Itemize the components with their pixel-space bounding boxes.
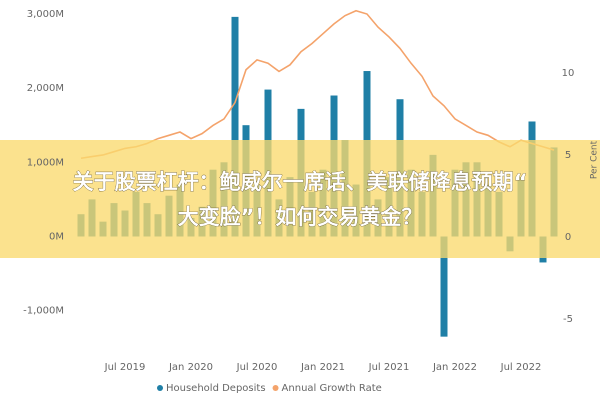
y-tick-label: 0M <box>49 231 64 242</box>
x-tick-label: Jul 2021 <box>368 362 410 373</box>
banner-headline: 关于股票杠杆：鲍威尔一席话、美联储降息预期“ <box>73 170 528 194</box>
growth-line <box>80 9 555 160</box>
x-tick-label: Jan 2020 <box>168 362 213 373</box>
y-tick-label: 1,000M <box>27 157 64 168</box>
y2-axis-label: Per Cent <box>590 140 600 179</box>
y2-tick-label: 5 <box>565 150 571 161</box>
y2-tick-label: 10 <box>562 68 575 79</box>
x-tick-label: Jul 2019 <box>104 362 146 373</box>
x-tick-label: Jan 2021 <box>300 362 345 373</box>
x-tick-label: Jul 2022 <box>500 362 542 373</box>
y-tick-label: 2,000M <box>27 83 64 94</box>
bar <box>231 16 239 237</box>
legend-swatch <box>157 385 163 391</box>
x-tick-label: Jul 2020 <box>236 362 278 373</box>
legend-label: Annual Growth Rate <box>282 383 382 394</box>
y-tick-label: -1,000M <box>23 306 64 317</box>
y2-tick-label: 0 <box>565 232 571 243</box>
banner <box>0 140 600 258</box>
y-tick-label: 3,000M <box>27 9 64 20</box>
bar <box>440 236 448 337</box>
legend-swatch <box>272 385 279 391</box>
legend-label: Household Deposits <box>166 383 266 394</box>
banner-headline: 大变脸”！如何交易黄金？ <box>178 205 423 229</box>
x-tick-label: Jan 2022 <box>432 362 477 373</box>
y2-tick-label: -5 <box>563 314 573 325</box>
